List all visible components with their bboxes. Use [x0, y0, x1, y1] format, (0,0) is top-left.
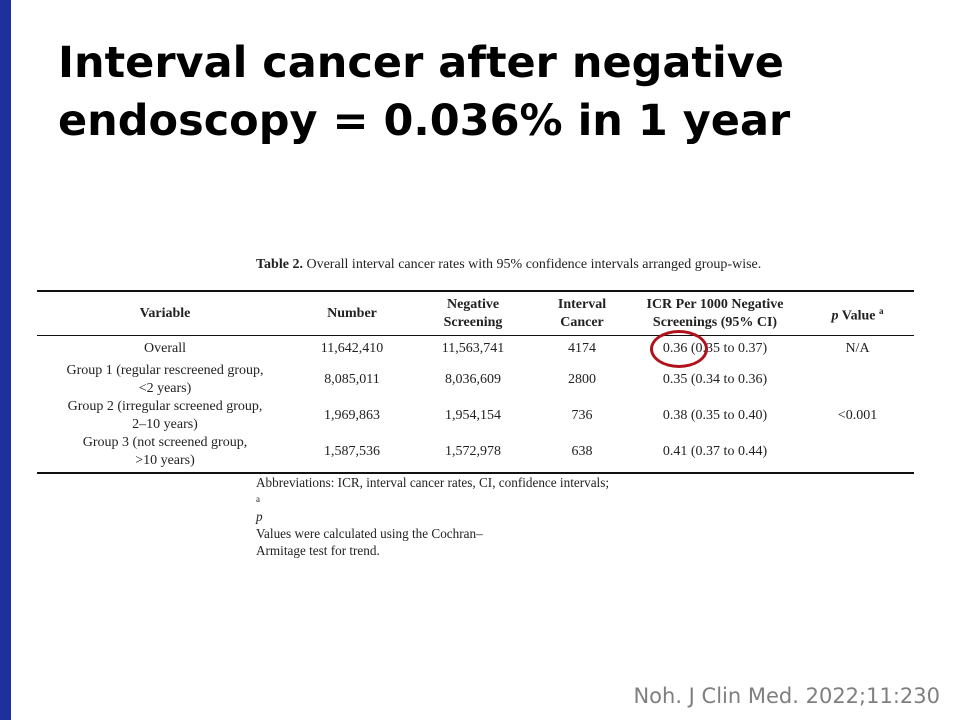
cell-interval-cancer: 736 [571, 408, 593, 423]
slide-title: Interval cancer after negative endoscopy… [58, 34, 918, 150]
header-interval-line-1: Interval [557, 296, 607, 312]
table-caption: Table 2. Overall interval cancer rates w… [256, 257, 916, 273]
table-row: Group 2 (irregular screened group, 2–10 … [37, 398, 914, 434]
cell-p-value [801, 362, 914, 398]
table-row: Group 3 (not screened group, >10 years) … [37, 434, 914, 473]
cell-negative-screening: 1,572,978 [445, 444, 501, 459]
header-negative-line-2: Screening [443, 314, 503, 330]
footnote-abbreviations: Abbreviations: ICR, interval cancer rate… [256, 475, 610, 490]
footnote-line-2: Armitage test for trend. [256, 543, 380, 558]
cell-number: 11,642,410 [320, 341, 384, 356]
header-p-superscript: a [878, 305, 884, 316]
header-interval-cancer: Interval Cancer [535, 291, 629, 336]
header-negative-screening: Negative Screening [411, 291, 535, 336]
table-row: Group 1 (regular rescreened group, <2 ye… [37, 362, 914, 398]
variable-line-1: Group 1 (regular rescreened group, [66, 363, 264, 378]
header-p-italic: p [831, 308, 839, 324]
table-header-row: Variable Number Negative Screening Inter… [37, 291, 914, 336]
highlight-circle [650, 330, 708, 368]
variable-line-1: Group 2 (irregular screened group, [67, 399, 263, 414]
footnote-p-italic: p [256, 509, 263, 524]
source-citation: Noh. J Clin Med. 2022;11:230 [633, 684, 940, 708]
cell-p-value [801, 434, 914, 473]
cell-variable: Group 2 (irregular screened group, 2–10 … [37, 398, 293, 434]
slide-title-line-1: Interval cancer after negative [58, 38, 784, 88]
variable-line-2: >10 years) [135, 453, 195, 468]
header-icr: ICR Per 1000 Negative Screenings (95% CI… [629, 291, 801, 336]
variable-line-2: <2 years) [138, 381, 192, 396]
cell-variable: Group 1 (regular rescreened group, <2 ye… [37, 362, 293, 398]
slide-title-line-2: endoscopy = 0.036% in 1 year [58, 96, 791, 146]
table-caption-label: Table 2. [256, 257, 303, 272]
header-p-value: p Value a [801, 291, 914, 336]
cell-p-value: <0.001 [837, 408, 878, 423]
slide-accent-bar [0, 0, 11, 720]
cell-interval-cancer: 638 [571, 444, 593, 459]
header-icr-line-1: ICR Per 1000 Negative [646, 296, 784, 312]
footnote-method: Values were calculated using the Cochran… [256, 526, 483, 541]
header-variable: Variable [37, 291, 293, 336]
footnote-line-1: Abbreviations: ICR, interval cancer rate… [256, 474, 920, 542]
cell-variable: Overall [37, 336, 293, 363]
cell-icr: 0.35 (0.34 to 0.36) [662, 372, 768, 387]
cell-negative-screening: 1,954,154 [445, 408, 501, 423]
table-caption-text: Overall interval cancer rates with 95% c… [302, 257, 762, 272]
header-number: Number [293, 291, 411, 336]
cell-interval-cancer: 4174 [568, 341, 596, 356]
cell-negative-screening: 8,036,609 [445, 372, 501, 387]
variable-line-1: Overall [144, 341, 186, 356]
footnote-superscript: a [256, 494, 260, 504]
cell-number: 1,587,536 [324, 444, 380, 459]
cell-variable: Group 3 (not screened group, >10 years) [37, 434, 293, 473]
table-footnote: Abbreviations: ICR, interval cancer rate… [256, 474, 920, 559]
cell-interval-cancer: 2800 [568, 372, 596, 387]
cell-icr: 0.38 (0.35 to 0.40) [662, 408, 768, 423]
variable-line-2: 2–10 years) [132, 417, 198, 432]
cell-number: 8,085,011 [324, 372, 380, 387]
table-row: Overall 11,642,410 11,563,741 4174 0.36 … [37, 336, 914, 363]
cell-p-value: N/A [845, 341, 870, 356]
header-negative-line-1: Negative [446, 296, 500, 312]
cell-icr: 0.41 (0.37 to 0.44) [662, 444, 768, 459]
interval-cancer-table: Variable Number Negative Screening Inter… [37, 290, 914, 474]
cell-negative-screening: 11,563,741 [441, 341, 505, 356]
header-interval-line-2: Cancer [560, 314, 604, 330]
variable-line-1: Group 3 (not screened group, [82, 435, 248, 450]
header-icr-line-2: Screenings (95% CI) [652, 314, 778, 330]
cell-number: 1,969,863 [324, 408, 380, 423]
header-p-text: Value [838, 308, 879, 324]
